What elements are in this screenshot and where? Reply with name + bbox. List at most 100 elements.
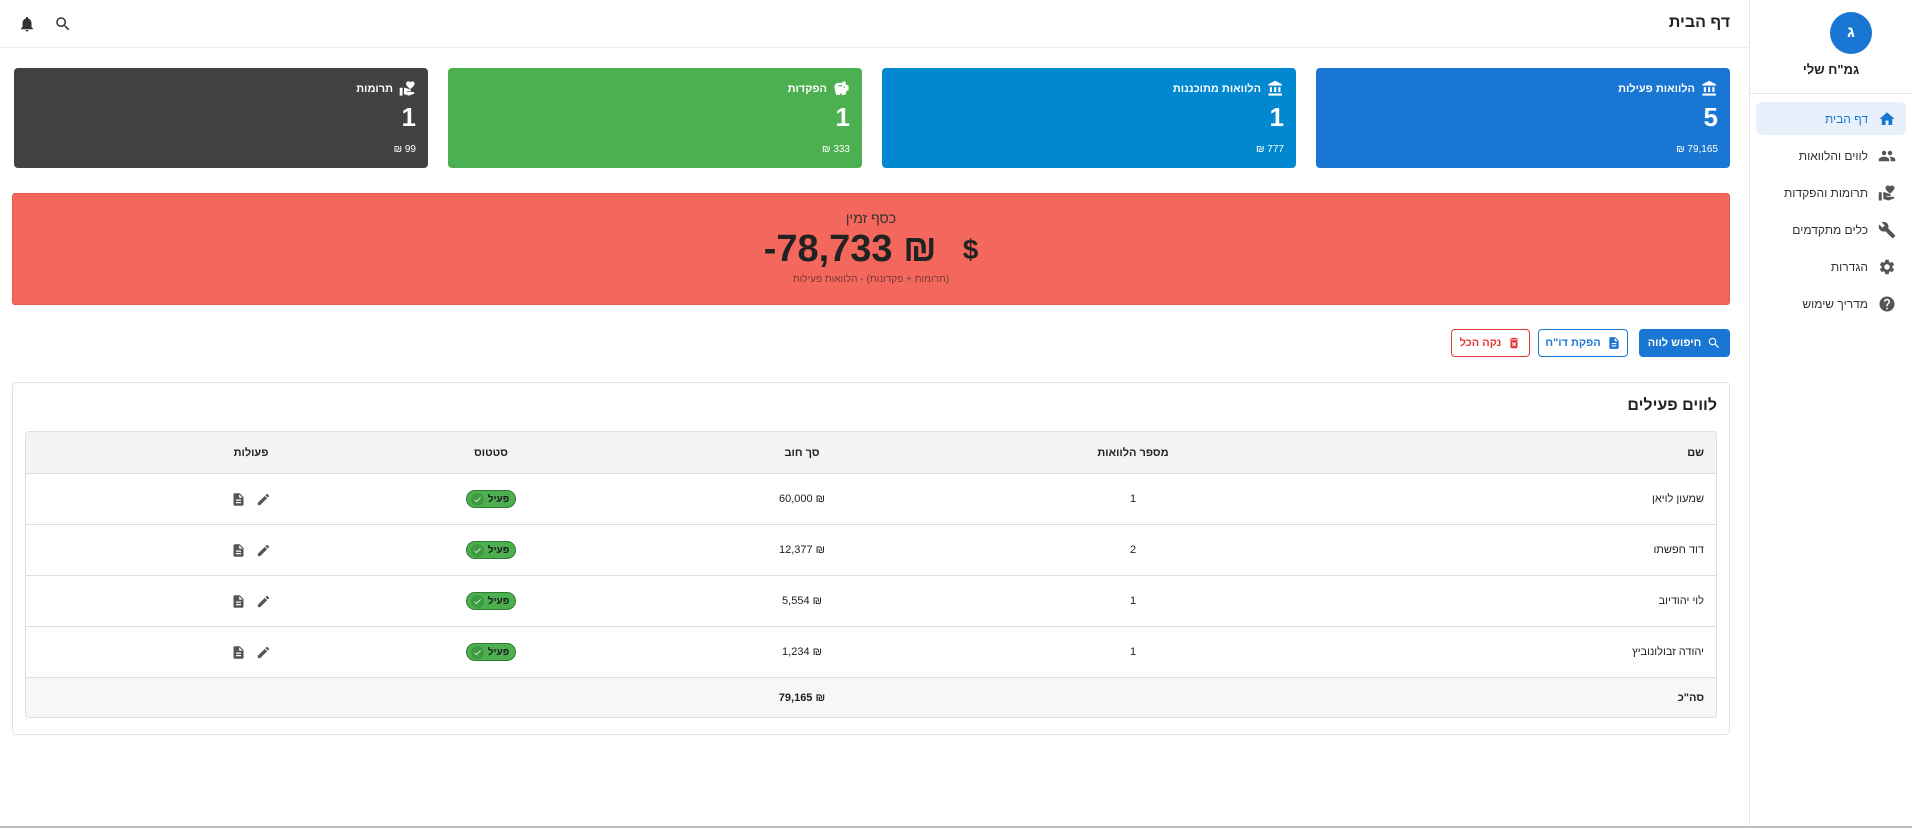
sidebar-item-advanced-tools[interactable]: כלים מתקדמים — [1756, 213, 1906, 246]
sidebar-item-borrowers[interactable]: לווים והלוואות — [1756, 139, 1906, 172]
sidebar-nav: דף הבית לווים והלוואות תרומות והפקדות כל… — [1756, 102, 1906, 324]
volunteer-hand-heart-icon — [1878, 185, 1895, 200]
edit-icon[interactable] — [256, 492, 271, 507]
wrench-icon — [1878, 221, 1896, 238]
status-text: פעיל — [487, 646, 510, 658]
edit-icon[interactable] — [256, 594, 271, 609]
stat-label: הפקדות — [787, 82, 827, 95]
document-icon[interactable] — [231, 594, 246, 609]
stat-label: הלוואות מתוכננות — [1172, 82, 1261, 95]
column-header-loan-count[interactable]: מספר הלוואות — [1097, 446, 1169, 459]
sidebar-item-label: כלים מתקדמים — [1792, 222, 1868, 237]
table-row[interactable]: יהודה זבולונוביץ 1 1,234 ₪ פעיל — [26, 627, 1716, 678]
active-borrowers-panel: לווים פעילים שם מספר הלוואות סך חוב סטטו… — [12, 382, 1730, 735]
document-icon — [1609, 337, 1619, 349]
check-icon — [470, 594, 484, 608]
sidebar-item-guide[interactable]: מדריך שימוש — [1756, 287, 1906, 320]
table-header-row: שם מספר הלוואות סך חוב סטטוס פעולות — [26, 432, 1716, 474]
document-icon[interactable] — [231, 492, 246, 507]
panel-title: לווים פעילים — [1627, 397, 1717, 414]
search-borrower-button[interactable]: חיפוש לווה — [1639, 329, 1730, 357]
stat-card-planned-loans[interactable]: הלוואות מתוכננות 1 777 ₪ — [882, 68, 1296, 168]
bank-icon — [1268, 80, 1282, 96]
stat-card-donations[interactable]: תרומות 1 99 ₪ — [14, 68, 428, 168]
generate-report-button[interactable]: הפקת דו"ח — [1538, 329, 1628, 357]
help-circle-icon — [1879, 296, 1895, 311]
debt-amount: 5,554 ₪ — [782, 595, 822, 607]
check-icon — [470, 543, 484, 557]
document-icon[interactable] — [231, 543, 246, 558]
stat-label: תרומות — [356, 82, 393, 95]
balance-formula-note: (תרומות + פקדונות) - הלוואות פעילות — [792, 274, 950, 285]
status-badge: פעיל — [465, 592, 517, 610]
trash-icon — [1510, 337, 1519, 349]
sidebar-item-label: תרומות והפקדות — [1784, 185, 1868, 200]
stat-count: 1 — [1269, 102, 1284, 132]
document-icon[interactable] — [231, 645, 246, 660]
stat-count: 1 — [835, 102, 850, 132]
borrower-name[interactable]: יהודה זבולונוביץ — [1632, 646, 1704, 658]
status-text: פעיל — [487, 493, 510, 505]
table-row[interactable]: דוד חפשתו 2 12,377 ₪ פעיל — [26, 525, 1716, 576]
stat-label: הלוואות פעילות — [1618, 82, 1695, 95]
app-avatar: ג — [1830, 12, 1872, 54]
borrower-name[interactable]: לוי יהודיוב — [1658, 595, 1704, 607]
bell-icon[interactable] — [18, 15, 36, 33]
stat-sum: 79,165 ₪ — [1676, 144, 1718, 155]
borrower-name[interactable]: שמעון לויאן — [1652, 493, 1704, 505]
button-label: הפקת דו"ח — [1545, 337, 1601, 349]
sidebar-item-label: לווים והלוואות — [1798, 148, 1868, 163]
page-title: דף הבית — [1668, 14, 1730, 31]
status-text: פעיל — [487, 595, 510, 607]
window-bottom-edge — [0, 826, 1912, 828]
borrowers-table: שם מספר הלוואות סך חוב סטטוס פעולות שמעו… — [25, 431, 1717, 718]
status-badge: פעיל — [465, 643, 517, 661]
column-header-name[interactable]: שם — [1687, 446, 1704, 459]
app-name: גמ"ח שלי — [1802, 62, 1860, 77]
sidebar-item-label: דף הבית — [1824, 111, 1868, 126]
table-row[interactable]: שמעון לויאן 1 60,000 ₪ פעיל — [26, 474, 1716, 525]
stat-count: 1 — [401, 102, 416, 132]
status-badge: פעיל — [465, 541, 517, 559]
sidebar-item-label: מדריך שימוש — [1802, 296, 1868, 311]
sidebar-item-donations[interactable]: תרומות והפקדות — [1756, 176, 1906, 209]
hand-heart-icon — [399, 81, 415, 96]
gear-icon — [1879, 259, 1895, 274]
status-badge: פעיל — [465, 490, 517, 508]
stat-card-deposits[interactable]: הפקדות 1 333 ₪ — [448, 68, 862, 168]
balance-label: כסף זמין — [845, 210, 897, 226]
sidebar-item-home[interactable]: דף הבית — [1756, 102, 1906, 135]
total-debt: 79,165 ₪ — [778, 691, 826, 704]
sidebar-divider — [1750, 93, 1912, 94]
table-row[interactable]: לוי יהודיוב 1 5,554 ₪ פעיל — [26, 576, 1716, 627]
sidebar: ג גמ"ח שלי דף הבית לווים והלוואות תרומות… — [1749, 0, 1912, 827]
stat-sum: 333 ₪ — [822, 144, 850, 155]
clear-all-button[interactable]: נקה הכל — [1451, 329, 1530, 357]
status-text: פעיל — [487, 544, 510, 556]
edit-icon[interactable] — [256, 645, 271, 660]
top-app-bar: דף הבית — [0, 0, 1748, 48]
column-header-status[interactable]: סטטוס — [474, 446, 508, 459]
main-content: הלוואות פעילות 5 79,165 ₪ הלוואות מתוכננ… — [0, 49, 1748, 827]
debt-amount: 60,000 ₪ — [778, 493, 826, 505]
balance-value: -78,733 ₪ — [763, 228, 937, 270]
stat-sum: 777 ₪ — [1256, 144, 1284, 155]
loan-count: 2 — [1129, 544, 1137, 556]
total-label: סה"כ — [1677, 691, 1704, 704]
loan-count: 1 — [1129, 595, 1137, 607]
search-icon[interactable] — [54, 15, 72, 33]
check-icon — [470, 492, 484, 506]
sidebar-item-label: הגדרות — [1830, 259, 1868, 274]
sidebar-item-settings[interactable]: הגדרות — [1756, 250, 1906, 283]
borrower-name[interactable]: דוד חפשתו — [1653, 544, 1704, 556]
stat-card-active-loans[interactable]: הלוואות פעילות 5 79,165 ₪ — [1316, 68, 1730, 168]
edit-icon[interactable] — [256, 543, 271, 558]
search-icon — [1709, 337, 1720, 348]
column-header-actions: פעולות — [233, 446, 269, 459]
dollar-icon: $ — [962, 233, 979, 265]
piggy-bank-icon — [834, 81, 849, 95]
button-label: נקה הכל — [1459, 337, 1502, 349]
button-label: חיפוש לווה — [1647, 337, 1702, 349]
column-header-debt[interactable]: סך חוב — [784, 446, 820, 459]
table-total-row: סה"כ 79,165 ₪ — [26, 678, 1716, 717]
